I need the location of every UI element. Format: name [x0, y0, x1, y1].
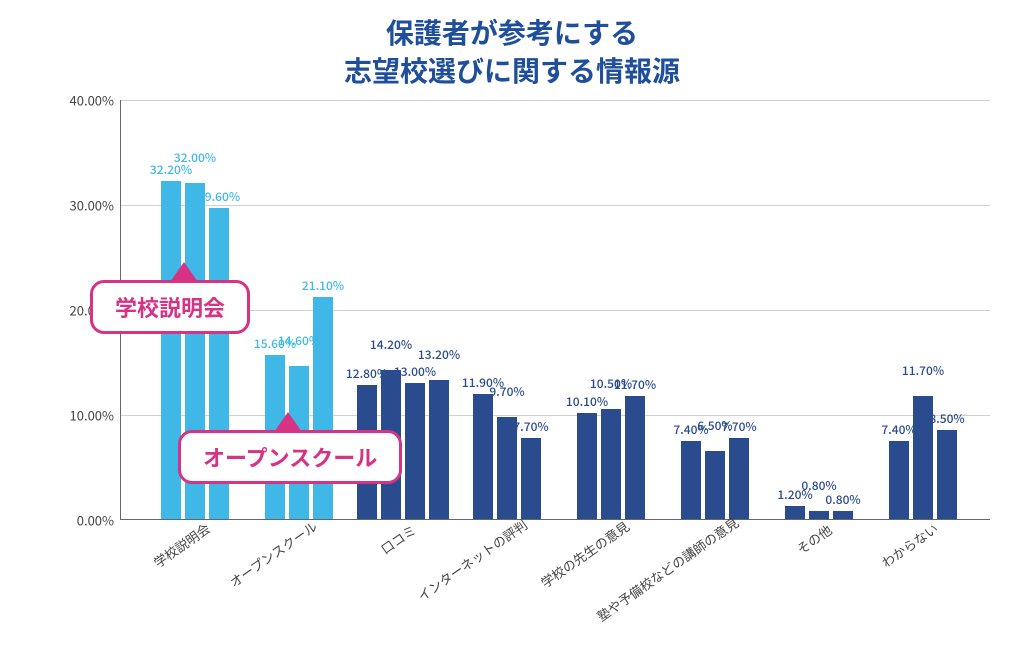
- x-axis-label: 学校の先生の意見: [537, 516, 633, 591]
- bar: [937, 430, 957, 519]
- x-axis-label: その他: [793, 520, 836, 558]
- bar: [681, 441, 701, 519]
- title-line-2: 志望校選びに関する情報源: [344, 50, 680, 90]
- bar-value-label: 7.70%: [513, 418, 548, 435]
- bar-value-label: 11.70%: [614, 376, 656, 393]
- bar-group: 10.10%10.50%11.70%学校の先生の意見: [565, 100, 657, 519]
- bar: [577, 413, 597, 519]
- bar-value-label: 7.70%: [721, 418, 756, 435]
- bar: [429, 380, 449, 519]
- bar: [729, 438, 749, 519]
- bar-group: 1.20%0.80%0.80%その他: [773, 100, 865, 519]
- bar: [785, 506, 805, 519]
- bar: [405, 383, 425, 520]
- bar-value-label: 32.00%: [174, 149, 216, 166]
- x-axis-label: 学校説明会: [149, 519, 213, 572]
- bar: [809, 511, 829, 519]
- bar-value-label: 29.60%: [198, 188, 240, 205]
- y-tick-label: 40.00%: [70, 91, 114, 110]
- bar: [601, 409, 621, 519]
- x-axis-label: インターネットの評判: [413, 515, 530, 605]
- bar-group: 7.40%6.50%7.70%塾や予備校などの講師の意見: [669, 100, 761, 519]
- callout-box: 学校説明会: [90, 280, 250, 334]
- x-axis-label: わからない: [877, 519, 941, 572]
- bar-value-label: 0.80%: [825, 491, 860, 508]
- bar: [473, 394, 493, 519]
- bar-value-label: 21.10%: [302, 277, 344, 294]
- bar-group: 7.40%11.70%8.50%わからない: [877, 100, 969, 519]
- y-tick-label: 0.00%: [77, 511, 114, 530]
- bar: [705, 451, 725, 519]
- bar-value-label: 7.40%: [881, 421, 916, 438]
- bar-value-label: 14.20%: [370, 336, 412, 353]
- bar-value-label: 13.00%: [394, 363, 436, 380]
- bar-group: 11.90%9.70%7.70%インターネットの評判: [461, 100, 553, 519]
- bar-value-label: 10.10%: [566, 393, 608, 410]
- y-tick-label: 10.00%: [70, 406, 114, 425]
- bar: [625, 396, 645, 519]
- bar: [833, 511, 853, 519]
- x-axis-label: オープンスクール: [225, 516, 320, 591]
- title-line-1: 保護者が参考にする: [386, 12, 638, 52]
- callout-arrow-icon: [274, 412, 302, 432]
- bar: [313, 297, 333, 519]
- bar: [889, 441, 909, 519]
- x-axis-label: 口コミ: [377, 520, 420, 558]
- callout-arrow-icon: [170, 262, 198, 282]
- chart-title: 保護者が参考にする 志望校選びに関する情報源: [0, 0, 1024, 90]
- bar-value-label: 11.70%: [902, 362, 944, 379]
- y-tick-label: 30.00%: [70, 196, 114, 215]
- bar-value-label: 9.70%: [489, 383, 524, 400]
- callout-box: オープンスクール: [178, 430, 402, 484]
- bar: [521, 438, 541, 519]
- bar-value-label: 8.50%: [929, 410, 964, 427]
- bar-value-label: 13.20%: [418, 346, 460, 363]
